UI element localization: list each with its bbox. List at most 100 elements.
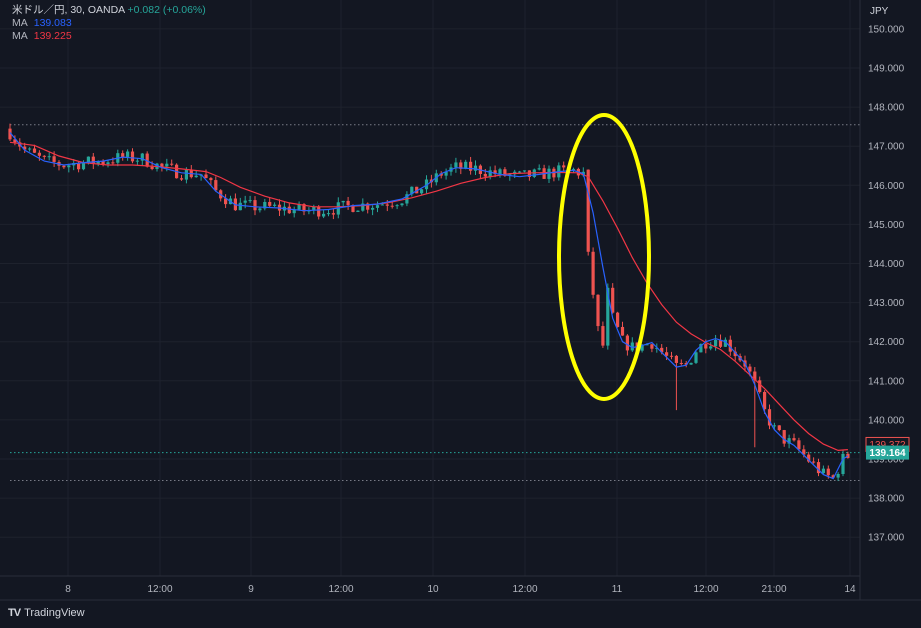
candle-body: [733, 351, 737, 357]
chart-header: 米ドル／円, 30, OANDA +0.082 (+0.06%) MA 139.0…: [12, 4, 206, 43]
candle-body: [694, 352, 698, 363]
candle-body: [170, 163, 174, 165]
candle-body: [375, 205, 380, 208]
candle-body: [625, 335, 629, 351]
candle: [522, 170, 527, 173]
candle-body: [140, 153, 144, 161]
candle: [812, 457, 816, 464]
candle-body: [807, 454, 811, 462]
candle: [562, 161, 566, 172]
dotted-levels: [10, 124, 860, 482]
candle: [674, 354, 678, 411]
candle: [47, 152, 51, 161]
candle-body: [493, 170, 497, 175]
candle: [57, 160, 61, 171]
candle: [758, 376, 762, 394]
y-tick-label: 149.000: [868, 64, 905, 75]
candle: [273, 202, 277, 207]
candle-body: [248, 200, 252, 202]
candle: [821, 465, 825, 475]
candle: [684, 360, 688, 368]
tradingview-logo-icon: TV: [8, 607, 21, 619]
candle-body: [91, 156, 95, 164]
candle: [8, 123, 12, 141]
candle-body: [371, 207, 375, 210]
candle: [37, 150, 41, 161]
candle-body: [469, 161, 473, 171]
candle: [371, 205, 375, 216]
candle-body: [32, 148, 37, 153]
candle-body: [86, 156, 90, 163]
candle-body: [777, 425, 781, 431]
candle-body: [13, 139, 17, 143]
candle-body: [836, 473, 840, 478]
candle-body: [366, 203, 370, 210]
candle-body: [322, 213, 326, 217]
candle: [473, 160, 478, 176]
candle-body: [718, 339, 723, 347]
candle-body: [591, 251, 595, 295]
candle: [145, 151, 149, 168]
y-tick-label: 142.000: [868, 337, 905, 348]
candle: [620, 321, 625, 336]
candle: [699, 343, 703, 353]
candle-body: [547, 168, 551, 179]
candle-body: [209, 178, 213, 181]
candle-body: [601, 326, 605, 346]
candle-body: [816, 462, 821, 474]
candle-body: [67, 165, 71, 168]
candle-body: [782, 430, 786, 444]
candle-body: [106, 162, 110, 165]
x-axis-ticks: 8 12:00 9 12:00 10 12:00 11 12:00 21:00 14: [65, 584, 856, 595]
candle: [547, 165, 551, 184]
symbol-title[interactable]: 米ドル／円, 30, OANDA: [12, 4, 125, 16]
candle: [753, 367, 757, 448]
candle: [81, 160, 86, 171]
candle-body: [312, 206, 316, 211]
candle: [596, 294, 600, 332]
tradingview-brand[interactable]: TV TradingView: [8, 607, 85, 619]
candle-body: [714, 339, 718, 347]
candle-body: [753, 371, 757, 381]
ma-slow-line: [9, 141, 848, 452]
candle-body: [660, 347, 664, 353]
candle-body: [684, 363, 688, 365]
candle-body: [361, 203, 365, 211]
ma1-value: 139.083: [33, 17, 72, 29]
candle: [224, 194, 228, 208]
candle-body: [42, 155, 46, 157]
candle-body: [645, 344, 649, 346]
x-tick-label: 12:00: [512, 584, 537, 595]
candle-body: [145, 153, 149, 167]
candle-body: [410, 186, 414, 195]
candle: [415, 186, 419, 194]
ma2-label[interactable]: MA: [12, 30, 28, 42]
candle-body: [420, 189, 424, 194]
currency-unit[interactable]: JPY: [870, 6, 889, 17]
candle-body: [650, 344, 654, 349]
ma1-label[interactable]: MA: [12, 17, 28, 29]
candle-body: [488, 170, 492, 177]
candle-body: [772, 425, 776, 427]
candle-body: [821, 468, 825, 474]
candle: [816, 458, 821, 477]
candle: [297, 201, 301, 211]
highlight-ellipse: [557, 113, 651, 401]
candle: [268, 197, 272, 208]
candle: [478, 164, 482, 179]
candle: [542, 164, 546, 179]
y-tick-label: 141.000: [868, 376, 905, 387]
candle: [650, 343, 654, 353]
candle-body: [674, 355, 678, 363]
candle: [611, 283, 615, 314]
candle: [253, 196, 257, 216]
candle: [101, 159, 105, 167]
candle-body: [640, 344, 644, 351]
y-tick-label: 139.000: [868, 455, 905, 466]
candle-body: [37, 152, 41, 156]
x-tick-label: 12:00: [693, 584, 718, 595]
candle-body: [194, 175, 198, 178]
candle: [714, 334, 718, 351]
